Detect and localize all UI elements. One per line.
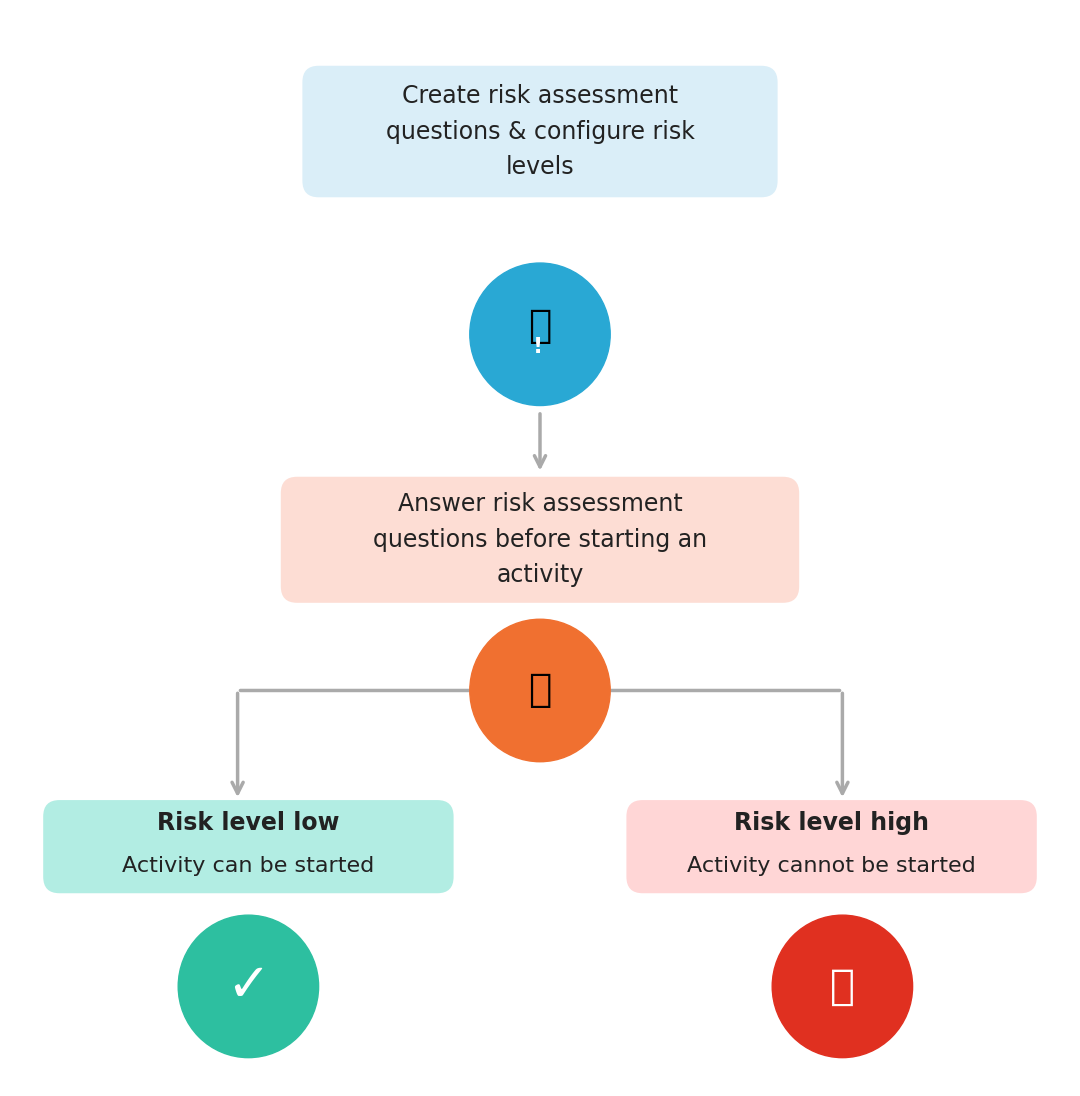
Text: Risk level low: Risk level low <box>158 811 339 834</box>
FancyBboxPatch shape <box>302 66 778 197</box>
Text: Answer risk assessment
questions before starting an
activity: Answer risk assessment questions before … <box>373 492 707 587</box>
Text: Activity cannot be started: Activity cannot be started <box>687 856 976 877</box>
Text: !: ! <box>532 338 543 357</box>
Circle shape <box>772 915 913 1058</box>
Text: ✋: ✋ <box>829 966 855 1007</box>
Circle shape <box>470 263 610 406</box>
Text: Create risk assessment
questions & configure risk
levels: Create risk assessment questions & confi… <box>386 84 694 179</box>
FancyBboxPatch shape <box>43 800 454 893</box>
Text: 💬: 💬 <box>528 672 552 709</box>
Circle shape <box>470 619 610 762</box>
Text: Activity can be started: Activity can be started <box>122 856 375 877</box>
FancyBboxPatch shape <box>626 800 1037 893</box>
Text: Risk level high: Risk level high <box>734 811 929 834</box>
Text: ✓: ✓ <box>227 960 270 1013</box>
FancyBboxPatch shape <box>281 477 799 603</box>
Text: 📄: 📄 <box>528 307 552 344</box>
Circle shape <box>178 915 319 1058</box>
